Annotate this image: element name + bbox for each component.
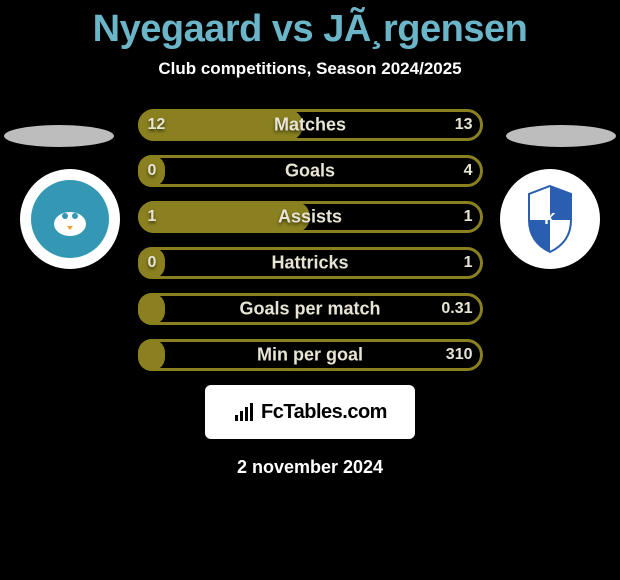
team-badge-left bbox=[31, 180, 109, 258]
stat-value-right: 1 bbox=[464, 254, 473, 272]
comparison-subtitle: Club competitions, Season 2024/2025 bbox=[0, 59, 620, 79]
stat-value-right: 13 bbox=[455, 116, 473, 134]
stats-bars: Matches 12 13 Goals 0 4 Assists 1 1 Hattricks 0 1 Go… bbox=[138, 109, 483, 371]
stat-value-left: 12 bbox=[148, 116, 166, 134]
stat-row: Assists 1 1 bbox=[138, 201, 483, 233]
shield-icon: K bbox=[511, 180, 589, 258]
branding-badge: FcTables.com bbox=[205, 385, 415, 439]
chart-area: K Matches 12 13 Goals 0 4 Assists 1 1 Hattricks 0 1… bbox=[0, 109, 620, 371]
stat-label: Min per goal bbox=[257, 345, 363, 366]
stat-value-left: 0 bbox=[148, 254, 157, 272]
stat-bar-fill bbox=[138, 293, 166, 325]
stat-value-right: 310 bbox=[446, 346, 473, 364]
eagle-icon bbox=[45, 194, 95, 244]
stat-label: Assists bbox=[278, 207, 342, 228]
stat-label: Goals per match bbox=[239, 299, 380, 320]
stat-label: Matches bbox=[274, 115, 346, 136]
stat-row: Hattricks 0 1 bbox=[138, 247, 483, 279]
chart-icon bbox=[233, 401, 255, 423]
avatar-placeholder-right bbox=[506, 125, 616, 147]
comparison-title: Nyegaard vs JÃ¸rgensen bbox=[0, 0, 620, 51]
team-badge-right: K bbox=[511, 180, 589, 258]
stat-row: Min per goal 310 bbox=[138, 339, 483, 371]
stat-value-left: 0 bbox=[148, 162, 157, 180]
stat-row: Goals 0 4 bbox=[138, 155, 483, 187]
team-logo-right: K bbox=[500, 169, 600, 269]
stat-value-right: 4 bbox=[464, 162, 473, 180]
stat-label: Hattricks bbox=[271, 253, 348, 274]
stat-value-right: 1 bbox=[464, 208, 473, 226]
stat-bar-fill bbox=[138, 339, 166, 371]
svg-text:K: K bbox=[544, 211, 556, 228]
branding-text: FcTables.com bbox=[261, 401, 387, 424]
stat-row: Matches 12 13 bbox=[138, 109, 483, 141]
stat-label: Goals bbox=[285, 161, 335, 182]
stat-value-left: 1 bbox=[148, 208, 157, 226]
avatar-placeholder-left bbox=[4, 125, 114, 147]
stat-row: Goals per match 0.31 bbox=[138, 293, 483, 325]
team-logo-left bbox=[20, 169, 120, 269]
stat-value-right: 0.31 bbox=[441, 300, 472, 318]
date-text: 2 november 2024 bbox=[0, 457, 620, 478]
